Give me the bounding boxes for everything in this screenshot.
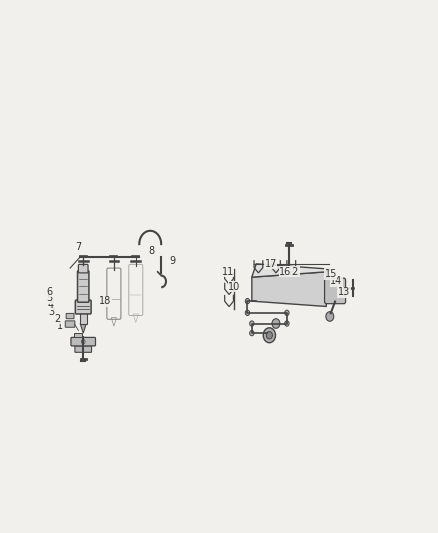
Circle shape bbox=[272, 319, 280, 328]
Text: 17: 17 bbox=[265, 259, 277, 269]
Circle shape bbox=[285, 310, 289, 316]
Text: 16: 16 bbox=[279, 267, 292, 277]
Text: 2: 2 bbox=[54, 314, 60, 324]
FancyBboxPatch shape bbox=[78, 271, 89, 302]
FancyBboxPatch shape bbox=[75, 300, 91, 314]
Circle shape bbox=[285, 321, 289, 326]
FancyBboxPatch shape bbox=[75, 346, 92, 352]
Polygon shape bbox=[80, 324, 86, 333]
FancyBboxPatch shape bbox=[65, 321, 75, 327]
Text: 8: 8 bbox=[148, 246, 154, 255]
Circle shape bbox=[250, 321, 254, 326]
Text: 5: 5 bbox=[46, 294, 53, 303]
Text: 6: 6 bbox=[46, 287, 53, 296]
Text: 12: 12 bbox=[287, 267, 300, 277]
FancyBboxPatch shape bbox=[66, 313, 74, 319]
Polygon shape bbox=[252, 272, 326, 306]
Text: 18: 18 bbox=[99, 296, 111, 306]
Text: 15: 15 bbox=[325, 269, 337, 279]
Circle shape bbox=[81, 340, 85, 344]
Text: 10: 10 bbox=[228, 282, 240, 292]
Polygon shape bbox=[252, 264, 331, 277]
Text: 14: 14 bbox=[330, 277, 343, 286]
Text: 11: 11 bbox=[222, 267, 234, 277]
Bar bbox=[80, 313, 87, 324]
Circle shape bbox=[266, 332, 272, 339]
Text: 3: 3 bbox=[49, 307, 55, 317]
Circle shape bbox=[263, 328, 276, 343]
Text: 9: 9 bbox=[169, 256, 175, 266]
Text: 13: 13 bbox=[338, 287, 350, 297]
Bar bbox=[74, 333, 82, 337]
Circle shape bbox=[250, 330, 254, 336]
Circle shape bbox=[326, 312, 334, 321]
Text: 1: 1 bbox=[57, 321, 64, 331]
FancyBboxPatch shape bbox=[78, 264, 88, 273]
Text: 4: 4 bbox=[47, 300, 53, 310]
Circle shape bbox=[245, 310, 250, 316]
FancyBboxPatch shape bbox=[71, 337, 95, 346]
Circle shape bbox=[245, 298, 250, 304]
FancyBboxPatch shape bbox=[325, 278, 346, 304]
Text: 7: 7 bbox=[75, 242, 81, 252]
